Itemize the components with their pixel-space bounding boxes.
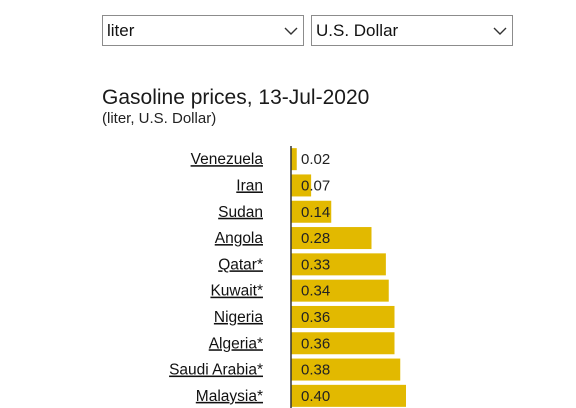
value-label: 0.38	[301, 362, 330, 379]
bar	[291, 358, 401, 381]
bar	[291, 227, 372, 250]
chevron-down-icon	[284, 27, 298, 35]
bar	[291, 253, 386, 276]
country-link[interactable]: Malaysia*	[196, 388, 263, 405]
value-label: 0.02	[301, 151, 330, 168]
currency-select[interactable]: U.S. Dollar	[311, 15, 513, 46]
value-label: 0.36	[301, 309, 330, 326]
chevron-down-icon	[493, 27, 507, 35]
bar	[291, 332, 395, 355]
country-link[interactable]: Qatar*	[218, 256, 263, 273]
value-label: 0.33	[301, 256, 330, 273]
country-link[interactable]: Angola	[215, 230, 264, 247]
country-link[interactable]: Saudi Arabia*	[169, 362, 263, 379]
country-link[interactable]: Kuwait*	[210, 283, 263, 300]
unit-select[interactable]: liter	[102, 15, 304, 46]
country-link[interactable]: Nigeria	[214, 309, 263, 326]
value-label: 0.40	[301, 388, 330, 405]
bar	[291, 305, 395, 328]
bar	[291, 384, 406, 407]
bar	[291, 279, 389, 302]
country-link[interactable]: Algeria*	[209, 335, 263, 352]
chart-subtitle: (liter, U.S. Dollar)	[102, 110, 217, 127]
country-link[interactable]: Sudan	[218, 204, 263, 221]
value-label: 0.28	[301, 230, 330, 247]
value-label: 0.07	[301, 177, 330, 194]
bar	[291, 200, 332, 223]
bar	[291, 174, 312, 197]
value-label: 0.36	[301, 335, 330, 352]
country-link[interactable]: Iran	[236, 177, 263, 194]
currency-select-value: U.S. Dollar	[316, 20, 399, 40]
country-link[interactable]: Venezuela	[191, 151, 264, 168]
value-label: 0.14	[301, 204, 330, 221]
bar	[291, 148, 297, 171]
value-label: 0.34	[301, 283, 330, 300]
chart-title: Gasoline prices, 13-Jul-2020	[102, 86, 370, 109]
unit-select-value: liter	[107, 20, 135, 40]
